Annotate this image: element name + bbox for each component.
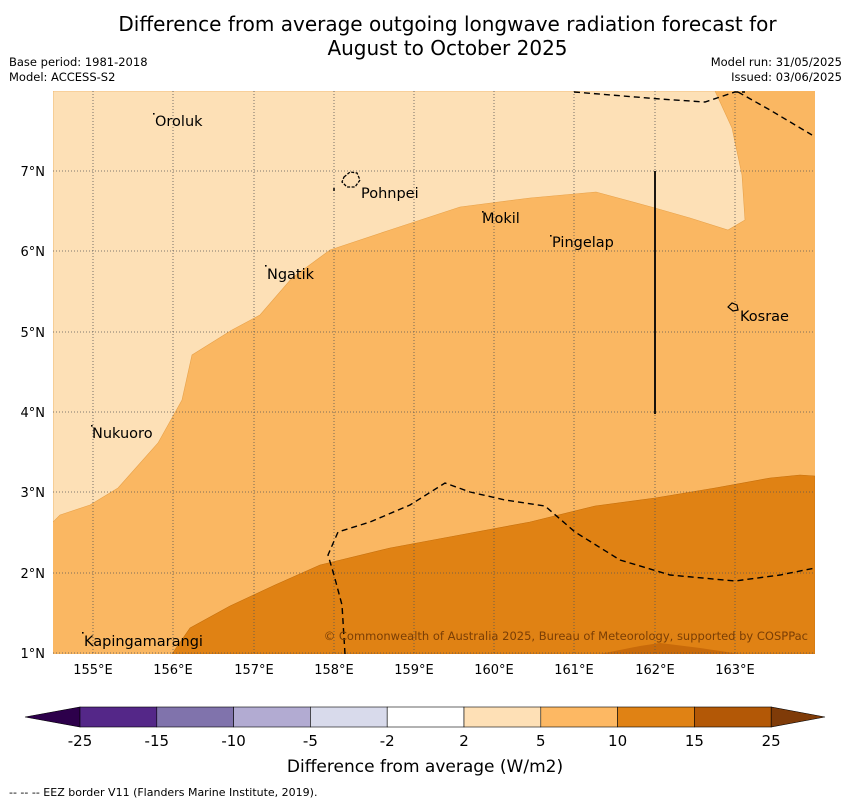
colorbar-label: Difference from average (W/m2) xyxy=(287,757,563,777)
map-title: Difference from average outgoing longwav… xyxy=(0,12,850,60)
lat-tick: 3°N xyxy=(21,486,46,501)
colorbar-segment xyxy=(617,706,695,728)
colorbar-segment xyxy=(694,706,772,728)
colorbar-tick-label: -10 xyxy=(221,732,246,750)
colorbar-segment xyxy=(463,706,542,728)
lat-tick: 2°N xyxy=(21,567,46,582)
lon-tick: 158°E xyxy=(314,663,354,678)
colorbar-over-arrow xyxy=(770,706,826,728)
place-label-nukuoro: Nukuoro xyxy=(92,426,153,442)
lat-tick: 6°N xyxy=(21,245,46,260)
colorbar-tick-label: 5 xyxy=(536,732,546,750)
colorbar-tick-label: 10 xyxy=(608,732,627,750)
colorbar-tick-label: 25 xyxy=(762,732,781,750)
colorbar-tick-label: -5 xyxy=(303,732,318,750)
colorbar-tick-label: -25 xyxy=(68,732,93,750)
lat-tick: 4°N xyxy=(21,406,46,421)
colorbar-tick-label: -2 xyxy=(380,732,395,750)
place-label-mokil: Mokil xyxy=(482,211,520,227)
lon-tick: 163°E xyxy=(715,663,755,678)
colorbar-tick-label: -15 xyxy=(145,732,170,750)
lat-tick: 1°N xyxy=(21,647,46,662)
place-label-oroluk: Oroluk xyxy=(155,114,203,130)
issued-date: Issued: 03/06/2025 xyxy=(731,70,842,84)
title-line-1: Difference from average outgoing longwav… xyxy=(118,12,777,36)
lat-tick: 5°N xyxy=(21,326,46,341)
map-area: Oroluk Pohnpei Mokil Pingelap Ngatik Kos… xyxy=(53,91,815,654)
place-label-ngatik: Ngatik xyxy=(267,267,315,283)
colorbar-segment xyxy=(156,706,234,728)
lon-tick: 156°E xyxy=(153,663,193,678)
eez-footnote: -- -- -- EEZ border V11 (Flanders Marine… xyxy=(9,786,318,799)
place-markers xyxy=(82,113,552,634)
base-period: Base period: 1981-2018 xyxy=(9,55,148,69)
meta-left: Base period: 1981-2018 Model: ACCESS-S2 xyxy=(9,55,148,85)
place-label-pohnpei: Pohnpei xyxy=(361,186,419,202)
contour-2-5 xyxy=(53,91,746,523)
lon-ticks: 155°E 156°E 157°E 158°E 159°E 160°E 161°… xyxy=(73,663,755,678)
lat-tick: 7°N xyxy=(21,165,46,180)
copyright-notice: © Commonwealth of Australia 2025, Bureau… xyxy=(324,629,808,643)
place-label-pingelap: Pingelap xyxy=(552,235,614,251)
title-line-2: August to October 2025 xyxy=(327,36,568,60)
contour-15-25 xyxy=(600,643,740,654)
model-run: Model run: 31/05/2025 xyxy=(710,55,842,69)
colorbar-segment xyxy=(310,706,388,728)
eez-borders xyxy=(327,91,815,654)
place-label-kapingamarangi: Kapingamarangi xyxy=(84,634,203,650)
model-name: Model: ACCESS-S2 xyxy=(9,70,116,84)
colorbar-under-arrow xyxy=(24,706,81,728)
contour-10-15 xyxy=(171,474,815,654)
lat-ticks: 7°N 6°N 5°N 4°N 3°N 2°N 1°N xyxy=(21,165,46,662)
kosrae-island xyxy=(727,302,739,312)
lon-tick: 155°E xyxy=(73,663,113,678)
meta-right: Model run: 31/05/2025 Issued: 03/06/2025 xyxy=(711,55,842,85)
lon-tick: 162°E xyxy=(635,663,675,678)
colorbar-tick-label: 15 xyxy=(685,732,704,750)
lon-tick: 160°E xyxy=(474,663,514,678)
lon-tick: 159°E xyxy=(394,663,434,678)
lon-tick: 161°E xyxy=(554,663,594,678)
colorbar: -25 -15 -10 -5 -2 2 5 10 15 25 xyxy=(24,706,826,750)
place-label-kosrae: Kosrae xyxy=(740,309,789,325)
colorbar-tick-label: 2 xyxy=(459,732,469,750)
colorbar-segment xyxy=(386,706,465,728)
colorbar-segment xyxy=(79,706,158,728)
colorbar-segment xyxy=(540,706,618,728)
lon-tick: 157°E xyxy=(234,663,274,678)
colorbar-segment xyxy=(233,706,311,728)
